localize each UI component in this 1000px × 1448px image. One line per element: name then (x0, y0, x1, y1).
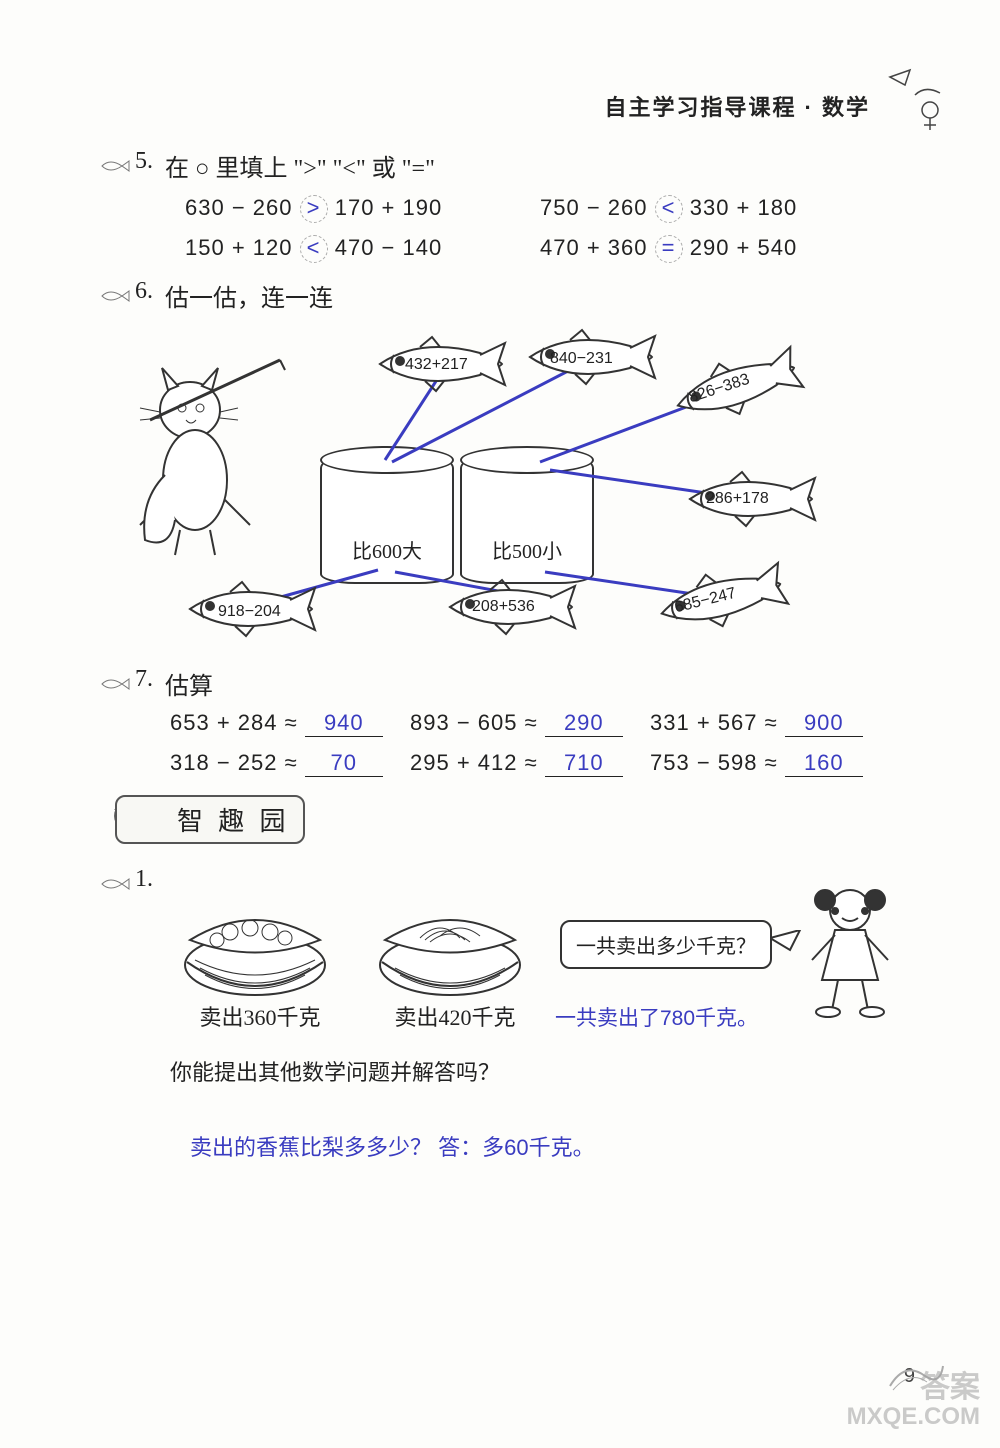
q7-item1: 653 + 284 ≈ 940 (170, 710, 383, 737)
q5-row3: 150 + 120 < 470 − 140 (185, 235, 442, 263)
answer-follow: 卖出的香蕉比梨多多少？ 答：多60千克。 (190, 1130, 595, 1162)
bullet-icon (100, 158, 130, 174)
q6-title: 估一估，连一连 (165, 278, 333, 313)
q6-number: 6. (135, 278, 153, 305)
watermark-l2: MXQE.COM (847, 1404, 980, 1430)
bucket-left: 比600大 (320, 450, 454, 584)
q7-item6: 753 − 598 ≈ 160 (650, 750, 863, 777)
speech-text: 一共卖出多少千克？ (576, 936, 756, 958)
q7-a1: 940 (305, 710, 383, 737)
follow-question: 你能提出其他数学问题并解答吗？ (170, 1055, 500, 1087)
q5-r3-right: 470 − 140 (335, 235, 442, 260)
bucket-right-label: 比500小 (462, 535, 592, 564)
basket-pears-icon (175, 890, 335, 1000)
q7-a3: 900 (785, 710, 863, 737)
q5-r1-op: > (300, 195, 328, 223)
q5-row4: 470 + 360 = 290 + 540 (540, 235, 797, 263)
fish-label-f6: 208+536 (472, 598, 535, 616)
fish-label-f5: 918−204 (218, 603, 281, 621)
fish-label-f4: 286+178 (706, 490, 769, 508)
q7-a4: 70 (305, 750, 383, 777)
fish-label-f2: 840−231 (550, 350, 613, 368)
bullet-icon (100, 876, 130, 892)
q5-r4-op: = (655, 235, 683, 263)
bucket-right: 比500小 (460, 450, 594, 584)
q7-a5: 710 (545, 750, 623, 777)
q5-r1-left: 630 − 260 (185, 195, 292, 220)
q7-item4: 318 − 252 ≈ 70 (170, 750, 383, 777)
q7-title: 估算 (165, 666, 213, 701)
q7-e2: 893 − 605 ≈ (410, 710, 538, 735)
girl-icon (800, 880, 900, 1020)
q5-r2-left: 750 − 260 (540, 195, 647, 220)
q7-e5: 295 + 412 ≈ (410, 750, 538, 775)
q5-r1-right: 170 + 190 (335, 195, 442, 220)
bullet-icon (100, 676, 130, 692)
watermark: 答案 MXQE.COM (847, 1371, 980, 1430)
q5-r4-left: 470 + 360 (540, 235, 647, 260)
q7-a6: 160 (785, 750, 863, 777)
bullet-icon (100, 288, 130, 304)
cat-icon (120, 350, 290, 560)
q7-item5: 295 + 412 ≈ 710 (410, 750, 623, 777)
q5-number: 5. (135, 148, 153, 175)
q5-title: 在 ○ 里填上 ">" "<" 或 "=" (165, 148, 435, 183)
basket-bananas-icon (370, 890, 530, 1000)
fish-label-f1: 432+217 (405, 356, 468, 374)
q7-item3: 331 + 567 ≈ 900 (650, 710, 863, 737)
q5-r2-right: 330 + 180 (690, 195, 797, 220)
bucket-left-label: 比600大 (322, 535, 452, 564)
page-header: 自主学习指导课程 · 数学 (604, 90, 870, 122)
watermark-l1: 答案 (847, 1371, 980, 1404)
q5-r2-op: < (655, 195, 683, 223)
q7-item2: 893 − 605 ≈ 290 (410, 710, 623, 737)
q7-a2: 290 (545, 710, 623, 737)
q7-e3: 331 + 567 ≈ (650, 710, 778, 735)
z-q1-number: 1. (135, 866, 153, 893)
q5-row2: 750 − 260 < 330 + 180 (540, 195, 797, 223)
basket2-label: 卖出420千克 (355, 1000, 555, 1032)
answer-total: 一共卖出了780千克。 (555, 1002, 758, 1032)
q7-e1: 653 + 284 ≈ (170, 710, 298, 735)
zhiquyuan-title: 智 趣 园 (115, 795, 305, 844)
q7-e6: 753 − 598 ≈ (650, 750, 778, 775)
q5-r4-right: 290 + 540 (690, 235, 797, 260)
q6-diagram: 比600大 比500小 432+217 840−231 826−383 286+… (120, 320, 900, 650)
q5-r3-op: < (300, 235, 328, 263)
q5-r3-left: 150 + 120 (185, 235, 292, 260)
decorative-sprite-icon (880, 65, 960, 135)
q7-number: 7. (135, 666, 153, 693)
basket1-label: 卖出360千克 (160, 1000, 360, 1032)
q5-row1: 630 − 260 > 170 + 190 (185, 195, 442, 223)
q7-e4: 318 − 252 ≈ (170, 750, 298, 775)
speech-bubble: 一共卖出多少千克？ (560, 920, 772, 969)
